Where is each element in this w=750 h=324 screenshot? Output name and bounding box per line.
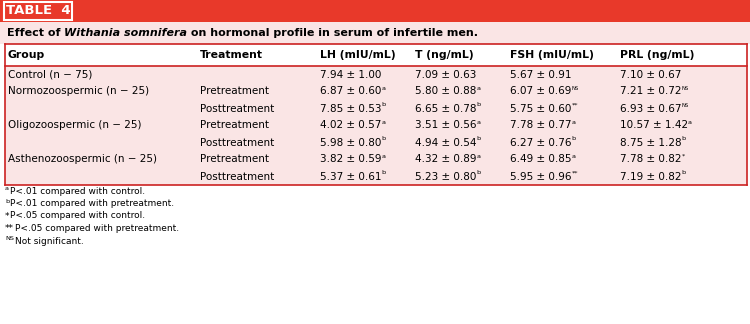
Text: Normozoospermic (n − 25): Normozoospermic (n − 25): [8, 87, 149, 97]
Text: NS: NS: [5, 237, 14, 241]
Text: 8.75 ± 1.28: 8.75 ± 1.28: [620, 137, 682, 147]
Text: Pretreatment: Pretreatment: [200, 87, 269, 97]
Text: b: b: [682, 136, 686, 142]
Bar: [0, 0, 750, 22]
Text: b: b: [381, 136, 386, 142]
Text: Pretreatment: Pretreatment: [200, 121, 269, 131]
Text: 10.57 ± 1.42: 10.57 ± 1.42: [620, 121, 688, 131]
Text: a: a: [381, 120, 386, 124]
Text: *: *: [5, 212, 10, 221]
Text: Pretreatment: Pretreatment: [200, 155, 269, 165]
Text: PRL (ng/mL): PRL (ng/mL): [620, 50, 695, 60]
Text: 7.85 ± 0.53: 7.85 ± 0.53: [320, 103, 382, 113]
Text: a: a: [382, 154, 386, 158]
Text: 7.78 ± 0.77: 7.78 ± 0.77: [510, 121, 572, 131]
Text: a: a: [476, 86, 480, 90]
Text: 7.09 ± 0.63: 7.09 ± 0.63: [415, 70, 476, 79]
Text: 4.94 ± 0.54: 4.94 ± 0.54: [415, 137, 476, 147]
Text: 6.07 ± 0.69: 6.07 ± 0.69: [510, 87, 572, 97]
Text: Withania somnifera: Withania somnifera: [64, 28, 188, 38]
Text: FSH (mIU/mL): FSH (mIU/mL): [510, 50, 594, 60]
Text: **: **: [572, 102, 578, 108]
Text: **: **: [5, 224, 14, 233]
Text: 7.78 ± 0.82: 7.78 ± 0.82: [620, 155, 682, 165]
Text: Posttreatment: Posttreatment: [200, 171, 274, 181]
Text: b: b: [382, 102, 386, 108]
Text: Not significant.: Not significant.: [15, 237, 84, 246]
Text: 4.02 ± 0.57: 4.02 ± 0.57: [320, 121, 381, 131]
Text: on hormonal profile in serum of infertile men.: on hormonal profile in serum of infertil…: [188, 28, 478, 38]
Text: 3.51 ± 0.56: 3.51 ± 0.56: [415, 121, 476, 131]
Text: *: *: [682, 154, 685, 158]
Text: 7.94 ± 1.00: 7.94 ± 1.00: [320, 70, 381, 79]
Bar: [0, 44, 750, 66]
Text: a: a: [476, 154, 481, 158]
Text: T (ng/mL): T (ng/mL): [415, 50, 474, 60]
Text: 6.27 ± 0.76: 6.27 ± 0.76: [510, 137, 572, 147]
Text: Posttreatment: Posttreatment: [200, 103, 274, 113]
Text: 4.32 ± 0.89: 4.32 ± 0.89: [415, 155, 476, 165]
Text: P<.05 compared with control.: P<.05 compared with control.: [10, 212, 146, 221]
Text: b: b: [572, 136, 576, 142]
Text: 7.19 ± 0.82: 7.19 ± 0.82: [620, 171, 682, 181]
Text: b: b: [476, 170, 481, 176]
FancyBboxPatch shape: [4, 2, 72, 20]
Text: P<.01 compared with pretreatment.: P<.01 compared with pretreatment.: [10, 199, 174, 208]
Text: 5.67 ± 0.91: 5.67 ± 0.91: [510, 70, 572, 79]
Text: LH (mIU/mL): LH (mIU/mL): [320, 50, 396, 60]
Text: a: a: [381, 86, 386, 90]
Text: Posttreatment: Posttreatment: [200, 137, 274, 147]
Text: 5.75 ± 0.60: 5.75 ± 0.60: [510, 103, 572, 113]
Text: 6.65 ± 0.78: 6.65 ± 0.78: [415, 103, 476, 113]
Text: 5.98 ± 0.80: 5.98 ± 0.80: [320, 137, 381, 147]
Text: NS: NS: [682, 86, 688, 91]
Bar: [5, 66, 747, 185]
Bar: [0, 22, 750, 44]
Text: TABLE  4: TABLE 4: [6, 5, 70, 17]
Text: 5.95 ± 0.96: 5.95 ± 0.96: [510, 171, 572, 181]
Text: b: b: [476, 102, 481, 108]
Text: 7.21 ± 0.72: 7.21 ± 0.72: [620, 87, 682, 97]
Text: 6.49 ± 0.85: 6.49 ± 0.85: [510, 155, 572, 165]
Text: b: b: [382, 170, 386, 176]
Text: 6.93 ± 0.67: 6.93 ± 0.67: [620, 103, 682, 113]
Text: a: a: [476, 120, 481, 124]
Text: Effect of: Effect of: [7, 28, 64, 38]
Text: 5.37 ± 0.61: 5.37 ± 0.61: [320, 171, 382, 181]
Text: a: a: [572, 120, 575, 124]
Text: Treatment: Treatment: [200, 50, 263, 60]
Text: P<.05 compared with pretreatment.: P<.05 compared with pretreatment.: [15, 224, 179, 233]
Text: NS: NS: [572, 86, 579, 91]
Text: b: b: [5, 199, 9, 204]
Text: NS: NS: [682, 103, 688, 108]
Text: 3.82 ± 0.59: 3.82 ± 0.59: [320, 155, 382, 165]
Text: Asthenozoospermic (n − 25): Asthenozoospermic (n − 25): [8, 155, 157, 165]
Text: **: **: [572, 170, 578, 176]
Text: 7.10 ± 0.67: 7.10 ± 0.67: [620, 70, 681, 79]
Text: Group: Group: [8, 50, 45, 60]
Text: Oligozoospermic (n − 25): Oligozoospermic (n − 25): [8, 121, 142, 131]
Text: 5.80 ± 0.88: 5.80 ± 0.88: [415, 87, 476, 97]
Text: 6.87 ± 0.60: 6.87 ± 0.60: [320, 87, 381, 97]
Text: b: b: [476, 136, 481, 142]
Text: a: a: [688, 120, 692, 124]
Text: P<.01 compared with control.: P<.01 compared with control.: [10, 187, 146, 195]
Text: Control (n − 75): Control (n − 75): [8, 70, 92, 79]
Text: b: b: [682, 170, 686, 176]
Text: a: a: [572, 154, 575, 158]
Text: 5.23 ± 0.80: 5.23 ± 0.80: [415, 171, 476, 181]
Text: a: a: [5, 187, 9, 191]
